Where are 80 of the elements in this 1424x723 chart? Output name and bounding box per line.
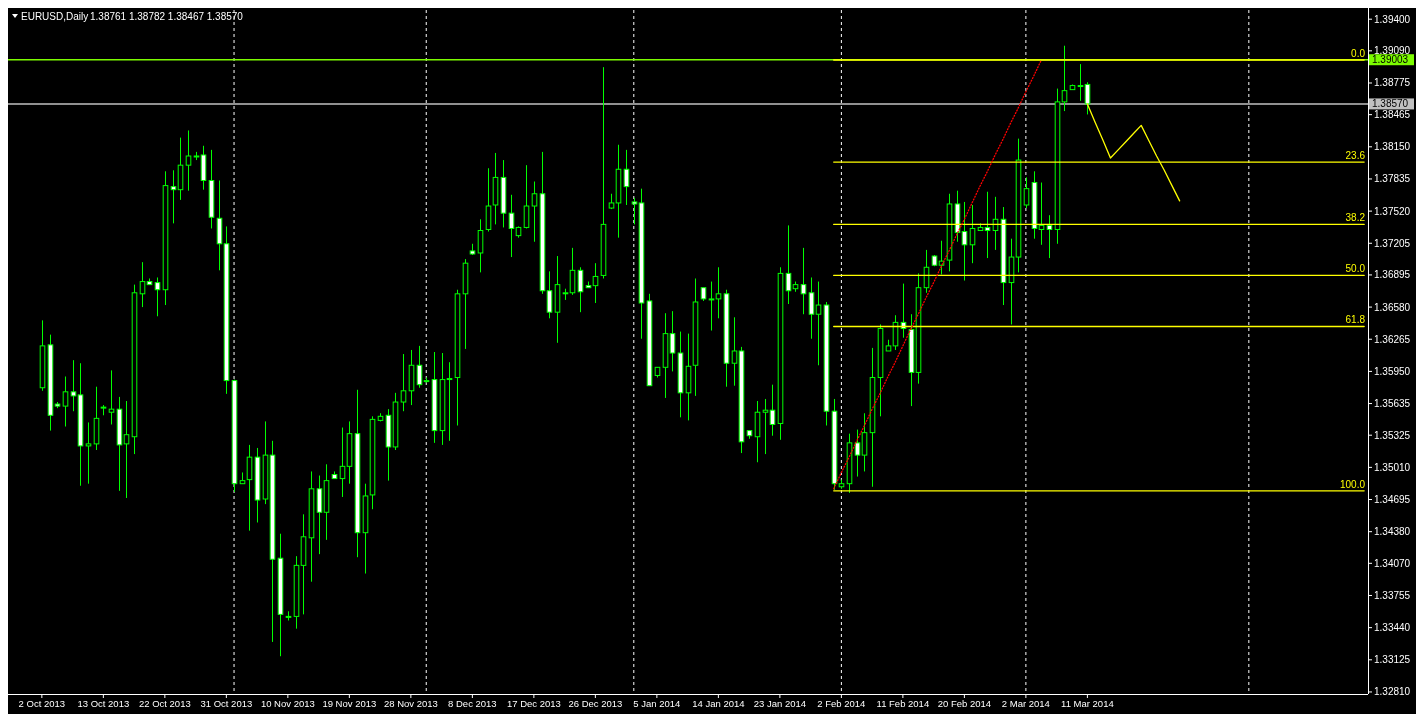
candlestick (170, 169, 177, 224)
y-tick-label: 1.34380 (1374, 526, 1411, 538)
y-tick-label: 1.38465 (1374, 109, 1411, 121)
candlestick (854, 429, 861, 478)
candlestick (1077, 63, 1084, 102)
x-tick-label: 28 Nov 2013 (383, 698, 438, 709)
candlestick (808, 276, 815, 340)
x-tick-label: 26 Dec 2013 (568, 698, 623, 709)
y-tick-label: 1.35950 (1374, 365, 1411, 377)
y-tick-label: 1.35325 (1374, 429, 1411, 441)
x-tick-label: 10 Nov 2013 (260, 698, 315, 709)
candlestick (984, 191, 991, 259)
candlestick (531, 181, 538, 243)
x-tick-label: 2 Mar 2014 (1001, 698, 1050, 709)
y-tick-label: 1.33440 (1374, 622, 1411, 634)
y-tick-label: 1.36265 (1374, 333, 1411, 345)
annotation: 38.2 (1345, 212, 1366, 224)
candlestick (1084, 81, 1091, 115)
x-tick-label: 8 Dec 2013 (448, 698, 497, 709)
y-tick-label: 1.39400 (1374, 13, 1411, 25)
x-tick-label: 11 Mar 2014 (1061, 698, 1114, 709)
x-tick-label: 17 Dec 2013 (506, 698, 561, 709)
candlestick (477, 218, 484, 273)
x-tick-label: 13 Oct 2013 (77, 698, 130, 709)
candlestick (185, 129, 192, 192)
candlestick (669, 310, 676, 372)
candlestick (815, 281, 822, 366)
y-tick-label: 1.38775 (1374, 77, 1411, 89)
x-tick-label: 19 Nov 2013 (322, 698, 377, 709)
candlestick (708, 281, 715, 332)
x-tick-label: 20 Feb 2014 (937, 698, 992, 709)
y-tick-label: 1.36895 (1374, 269, 1411, 281)
candlestick (715, 266, 722, 319)
x-tick-label: 14 Jan 2014 (692, 698, 745, 709)
y-tick-label: 1.37520 (1374, 205, 1411, 217)
candlestick (70, 359, 77, 412)
x-tick-label: 23 Jan 2014 (753, 698, 807, 709)
x-tick-label: 31 Oct 2013 (200, 698, 253, 709)
annotation: 23.6 (1345, 150, 1366, 162)
annotation: 100.0 (1339, 478, 1366, 490)
x-tick-label: 11 Feb 2014 (876, 698, 930, 709)
ref-line-label: 1.39003 (1372, 54, 1409, 66)
y-tick-label: 1.33125 (1374, 654, 1411, 666)
candlestick (62, 376, 69, 428)
annotation: 61.8 (1345, 314, 1366, 326)
candlestick (400, 353, 407, 412)
candlestick (316, 475, 323, 555)
y-tick-label: 1.35635 (1374, 398, 1411, 410)
candlestick (731, 316, 738, 387)
candlestick (762, 398, 769, 455)
annotation: 0.0 (1351, 48, 1366, 60)
y-tick-label: 1.37205 (1374, 237, 1411, 249)
candlestick (1061, 45, 1068, 112)
y-tick-label: 1.39090 (1374, 45, 1411, 57)
candlestick (446, 361, 453, 442)
candlestick (85, 421, 92, 485)
y-tick-label: 1.38150 (1374, 141, 1411, 153)
y-tick-label: 1.33755 (1374, 589, 1411, 601)
y-tick-label: 1.32810 (1374, 686, 1411, 698)
candlestick (108, 369, 115, 425)
y-tick-label: 1.37835 (1374, 173, 1411, 185)
candlestick (546, 270, 553, 319)
x-tick-label: 22 Oct 2013 (138, 698, 191, 709)
candlestick (123, 400, 130, 499)
ref-line-label: 1.38570 (1372, 98, 1409, 110)
x-tick-label: 5 Jan 2014 (633, 698, 681, 709)
y-tick-label: 1.36580 (1374, 301, 1411, 313)
candlestick (861, 412, 868, 472)
y-tick-label: 1.34695 (1374, 494, 1411, 506)
x-tick-label: 2 Oct 2013 (18, 698, 66, 709)
candlestick (1023, 176, 1030, 209)
candlestick (523, 164, 530, 229)
candlestick (485, 167, 492, 233)
x-tick-label: 2 Feb 2014 (817, 698, 866, 709)
annotation: 50.0 (1345, 263, 1366, 275)
y-tick-label: 1.34070 (1374, 557, 1411, 569)
line-series (833, 59, 1042, 490)
chart-subtitle: 1.38761 1.38782 1.38467 1.38570 (90, 11, 244, 22)
chart-title: EURUSD,Daily (21, 11, 89, 22)
y-tick-label: 1.35010 (1374, 461, 1411, 473)
